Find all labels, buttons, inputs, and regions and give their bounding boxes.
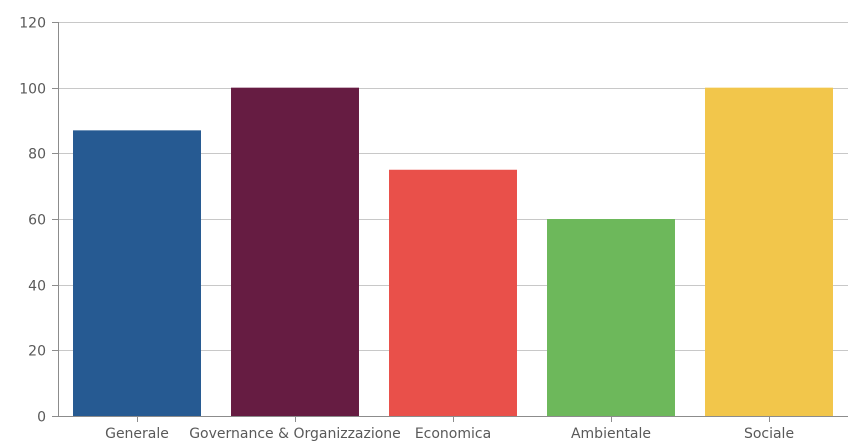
x-tick-label: Ambientale (571, 426, 651, 441)
x-tick-label: Generale (105, 426, 169, 441)
bar (389, 169, 517, 416)
bars (73, 87, 833, 417)
y-tick-label: 120 (19, 16, 46, 32)
y-tick-label: 80 (28, 147, 46, 163)
x-tick-label: Governance & Organizzazione (189, 426, 401, 441)
y-tick-labels: 0 20 40 60 80 100 120 (19, 16, 46, 426)
bar (547, 219, 675, 416)
y-tick-label: 60 (28, 213, 46, 229)
bar (73, 130, 201, 416)
y-tick-label: 0 (37, 410, 46, 426)
y-tick-label: 40 (28, 279, 46, 295)
x-category-labels: Generale Governance & Organizzazione Econo… (105, 426, 794, 442)
y-tick-label: 100 (19, 82, 46, 98)
bar (705, 87, 833, 417)
bar (231, 87, 359, 417)
x-tick-label: Sociale (744, 426, 794, 441)
y-tick-label: 20 (28, 344, 46, 360)
x-tick-label: Economica (415, 426, 491, 441)
axes (52, 22, 848, 422)
